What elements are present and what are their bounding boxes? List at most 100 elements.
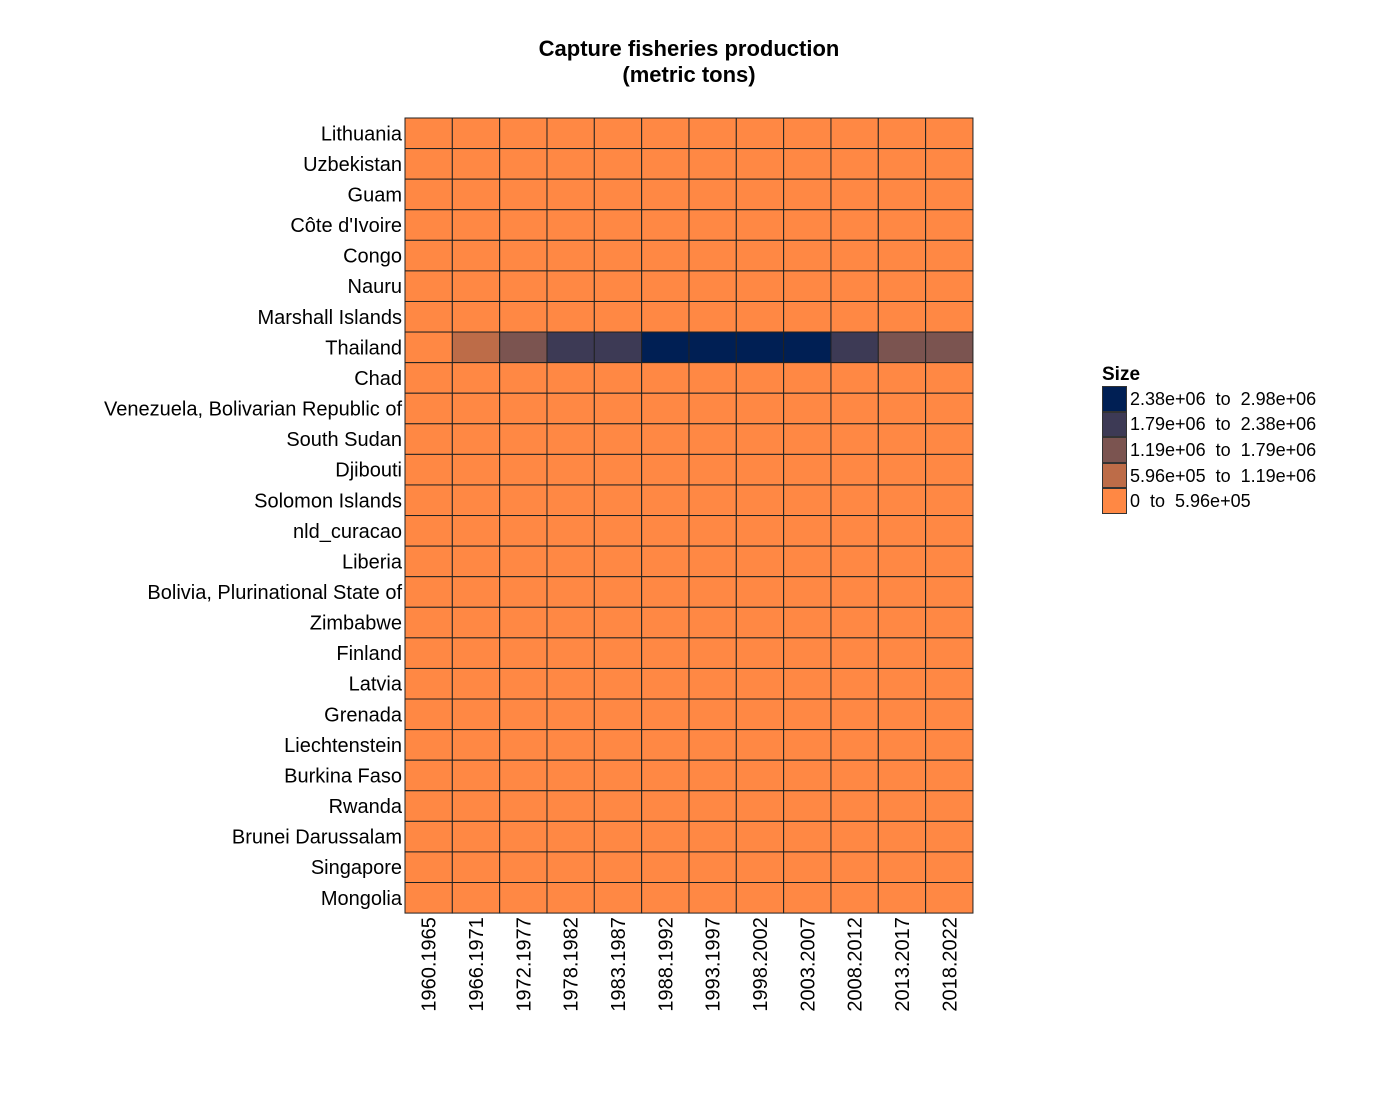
heatmap-cell	[546, 392, 595, 425]
y-tick-label: Thailand	[325, 337, 402, 359]
legend-label: 1.79e+06 to 2.38e+06	[1130, 414, 1317, 435]
heatmap-cell	[830, 637, 879, 669]
heatmap-cell	[404, 178, 453, 211]
heatmap-cell	[451, 392, 501, 425]
heatmap-cell	[925, 606, 974, 639]
heatmap-cell	[451, 484, 501, 517]
heatmap-cell	[735, 729, 785, 761]
heatmap-cell	[593, 576, 643, 608]
heatmap-cell	[877, 270, 927, 302]
heatmap-cell	[877, 392, 927, 425]
heatmap-cell	[783, 576, 832, 608]
y-tick-label: Congo	[343, 246, 402, 268]
heatmap-cell	[783, 209, 832, 241]
heatmap-cell	[404, 606, 453, 639]
heatmap-cell	[688, 484, 737, 517]
heatmap-cell	[877, 545, 927, 578]
y-tick-label: Chad	[354, 368, 402, 390]
heatmap-cell	[499, 729, 548, 761]
heatmap-cell	[688, 759, 737, 792]
heatmap-cell	[877, 362, 927, 394]
heatmap-cell	[830, 759, 879, 792]
heatmap-cell	[404, 667, 453, 700]
heatmap-cell	[735, 423, 785, 455]
heatmap-cell	[688, 178, 737, 211]
heatmap-cell	[830, 117, 879, 150]
legend-item: 2.38e+06 to 2.98e+06	[1102, 386, 1316, 412]
heatmap-cell	[877, 851, 927, 883]
heatmap-cell	[641, 392, 690, 425]
heatmap-cell	[593, 148, 643, 180]
heatmap-cell	[451, 729, 501, 761]
heatmap-cell	[546, 423, 595, 455]
heatmap-cell	[735, 362, 785, 394]
heatmap-cell	[925, 362, 974, 394]
heatmap-cell	[499, 392, 548, 425]
y-tick-label: Nauru	[348, 276, 402, 298]
y-tick-label: Rwanda	[329, 796, 403, 818]
heatmap-cell	[830, 453, 879, 486]
heatmap-cell	[830, 667, 879, 700]
heatmap-cell	[451, 209, 501, 241]
heatmap-cell	[404, 331, 453, 364]
y-tick-label: Solomon Islands	[254, 490, 402, 512]
heatmap-cell	[404, 790, 453, 822]
heatmap-cell	[546, 270, 595, 302]
heatmap-cell	[925, 820, 974, 853]
heatmap-cell	[925, 882, 974, 914]
heatmap-cell	[499, 178, 548, 211]
heatmap-cell	[877, 300, 927, 333]
x-tick-label: 1983.1987	[608, 917, 630, 1012]
heatmap-cell	[877, 178, 927, 211]
heatmap-cell	[546, 820, 595, 853]
heatmap-cell	[593, 606, 643, 639]
heatmap-cell	[830, 545, 879, 578]
heatmap-cell	[451, 698, 501, 731]
heatmap-cell	[546, 331, 595, 364]
heatmap-cell	[593, 667, 643, 700]
x-tick-label: 2008.2012	[845, 917, 867, 1012]
heatmap-cell	[451, 515, 501, 547]
heatmap-cell	[830, 790, 879, 822]
y-tick-label: Singapore	[311, 857, 402, 879]
y-tick-label: Brunei Darussalam	[232, 827, 402, 849]
x-tick-label: 2018.2022	[939, 917, 961, 1012]
heatmap-cell	[877, 606, 927, 639]
heatmap-cell	[451, 790, 501, 822]
heatmap-cell	[546, 667, 595, 700]
heatmap-cell	[404, 484, 453, 517]
heatmap-cell	[546, 300, 595, 333]
heatmap-cell	[925, 515, 974, 547]
heatmap-cell	[593, 300, 643, 333]
x-tick-label: 2013.2017	[892, 917, 914, 1012]
heatmap-cell	[641, 790, 690, 822]
heatmap-cell	[451, 331, 501, 364]
chart-title-line-2: (metric tons)	[622, 62, 756, 87]
heatmap-cell	[830, 362, 879, 394]
heatmap-cell	[641, 362, 690, 394]
heatmap-cell	[451, 453, 501, 486]
heatmap-cell	[735, 545, 785, 578]
heatmap-cell	[546, 362, 595, 394]
legend-label: 0 to 5.96e+05	[1130, 491, 1251, 512]
heatmap-cell	[925, 576, 974, 608]
x-tick-label: 1988.1992	[655, 917, 677, 1012]
y-tick-label: Guam	[348, 184, 402, 206]
heatmap-cell	[877, 576, 927, 608]
heatmap-cell	[593, 729, 643, 761]
heatmap-cell	[783, 392, 832, 425]
heatmap-cell	[877, 117, 927, 150]
y-tick-label: Uzbekistan	[303, 154, 402, 176]
heatmap-cell	[593, 698, 643, 731]
heatmap-cell	[877, 484, 927, 517]
heatmap-cell	[451, 637, 501, 669]
heatmap-cell	[641, 209, 690, 241]
heatmap-cell	[830, 300, 879, 333]
heatmap-cell	[546, 545, 595, 578]
heatmap-cell	[830, 698, 879, 731]
y-tick-label: South Sudan	[286, 429, 402, 451]
heatmap-cell	[925, 851, 974, 883]
heatmap-cell	[925, 331, 974, 364]
heatmap-cell	[735, 178, 785, 211]
